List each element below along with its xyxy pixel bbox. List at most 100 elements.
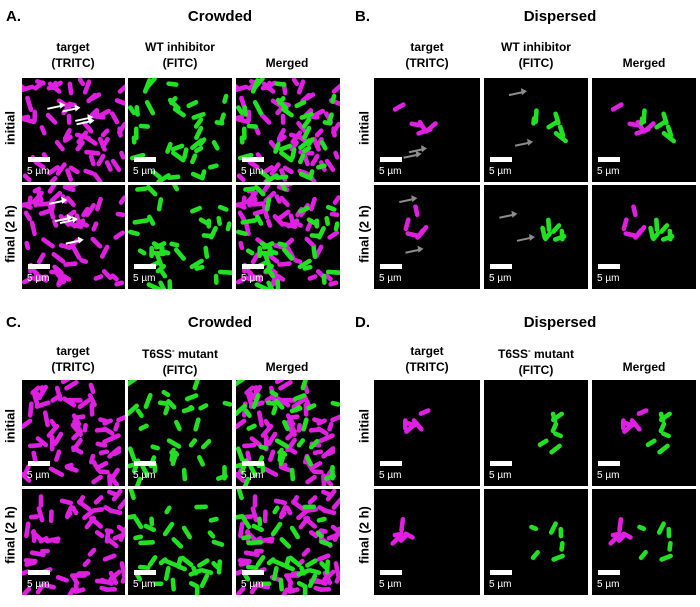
scale-bar-label: 5 µm [597, 470, 620, 481]
inhibitor-channel-image: 5 µm [484, 380, 588, 486]
inhibitor-channel-image: 5 µm [484, 78, 588, 182]
column-label-merged: Merged [622, 56, 666, 70]
inhibitor-channel-image: 5 µm [128, 489, 232, 595]
scale-bar-label: 5 µm [597, 273, 620, 284]
scale-bar-label: 5 µm [133, 470, 156, 481]
merged-image: 5 µm [236, 489, 340, 595]
cells-layer [392, 102, 438, 159]
scale-bar [28, 264, 50, 269]
row-label-final: final (2 h) [2, 205, 18, 263]
inhibitor-channel-image: 5 µm [128, 380, 232, 486]
cells-layer [128, 489, 225, 595]
scale-bar [490, 461, 512, 466]
cells-layer [529, 521, 565, 562]
merged-image: 5 µm [236, 185, 340, 289]
inhibitor-channel-image: 5 µm [128, 185, 232, 289]
target-channel-image: 5 µm [22, 185, 125, 289]
scale-bar [28, 461, 50, 466]
target-channel-image: 5 µm [22, 380, 125, 486]
column-label-target: target (TRITC) [51, 344, 95, 374]
scale-bar [380, 570, 402, 575]
scale-bar [242, 461, 264, 466]
scale-bar [598, 570, 620, 575]
scale-bar-label: 5 µm [379, 273, 402, 284]
panel-letter: A. [6, 8, 21, 25]
row-label-final: final (2 h) [356, 205, 372, 263]
merged-image: 5 µm [236, 380, 340, 486]
scale-bar-label: 5 µm [27, 166, 50, 177]
cells-layer [610, 102, 676, 144]
panel-letter: B. [355, 8, 370, 25]
merged-image: 5 µm [592, 78, 696, 182]
target-channel-image: 5 µm [22, 489, 125, 595]
scale-bar [598, 461, 620, 466]
scale-bar-label: 5 µm [597, 166, 620, 177]
cells-layer [402, 408, 431, 434]
scale-bar [134, 570, 156, 575]
scale-bar [380, 157, 402, 162]
scale-bar-label: 5 µm [489, 470, 512, 481]
cells-layer [620, 408, 672, 455]
scale-bar [490, 157, 512, 162]
column-label-merged: Merged [265, 360, 309, 374]
panel-letter: C. [6, 314, 21, 331]
column-label-target: target (TRITC) [405, 344, 449, 374]
target-channel-image: 5 µm [374, 489, 480, 595]
scale-bar-label: 5 µm [379, 579, 402, 590]
cells-layer [390, 517, 415, 546]
cells-layer [399, 195, 429, 254]
merged-image: 5 µm [592, 185, 696, 289]
panel-title: Crowded [187, 314, 253, 331]
cells-layer [236, 489, 340, 595]
scale-bar [490, 264, 512, 269]
scale-bar-label: 5 µm [27, 273, 50, 284]
scale-bar-label: 5 µm [241, 166, 264, 177]
scale-bar-label: 5 µm [133, 273, 156, 284]
cells-layer [621, 204, 675, 242]
scale-bar-label: 5 µm [133, 166, 156, 177]
column-label-inhibitor: T6SS- mutant (FITC) [497, 346, 575, 377]
panel-letter: D. [355, 314, 370, 331]
row-label-initial: initial [2, 111, 18, 145]
scale-bar [242, 157, 264, 162]
inhibitor-channel-image: 5 µm [484, 489, 588, 595]
cells-layer [128, 78, 229, 182]
cells-layer [508, 88, 568, 147]
row-label-initial: initial [356, 409, 372, 443]
scale-bar-label: 5 µm [241, 579, 264, 590]
column-label-target: target (TRITC) [51, 40, 95, 70]
merged-image: 5 µm [592, 380, 696, 486]
cells-layer [128, 185, 232, 289]
scale-bar [134, 264, 156, 269]
column-label-merged: Merged [265, 56, 309, 70]
cells-layer [22, 380, 125, 486]
scale-bar [598, 157, 620, 162]
scale-bar-label: 5 µm [27, 470, 50, 481]
inhibitor-channel-image: 5 µm [484, 185, 588, 289]
panel-title: Crowded [187, 8, 253, 25]
column-label-merged: Merged [622, 360, 666, 374]
scale-bar [242, 570, 264, 575]
cells-layer [236, 78, 340, 182]
scale-bar-label: 5 µm [133, 579, 156, 590]
scale-bar [134, 157, 156, 162]
scale-bar-label: 5 µm [27, 579, 50, 590]
scale-bar [598, 264, 620, 269]
scale-bar-label: 5 µm [489, 579, 512, 590]
column-label-target: target (TRITC) [405, 40, 449, 70]
scale-bar-label: 5 µm [489, 166, 512, 177]
scale-bar-label: 5 µm [379, 470, 402, 481]
scale-bar-label: 5 µm [241, 470, 264, 481]
cells-layer [499, 210, 567, 242]
scale-bar-label: 5 µm [379, 166, 402, 177]
cells-layer [537, 411, 564, 455]
scale-bar [380, 461, 402, 466]
row-label-initial: initial [2, 409, 18, 443]
scale-bar [134, 461, 156, 466]
merged-image: 5 µm [592, 489, 696, 595]
scale-bar-label: 5 µm [241, 273, 264, 284]
target-channel-image: 5 µm [374, 78, 480, 182]
target-channel-image: 5 µm [22, 78, 125, 182]
merged-image: 5 µm [236, 78, 340, 182]
scale-bar-label: 5 µm [597, 579, 620, 590]
